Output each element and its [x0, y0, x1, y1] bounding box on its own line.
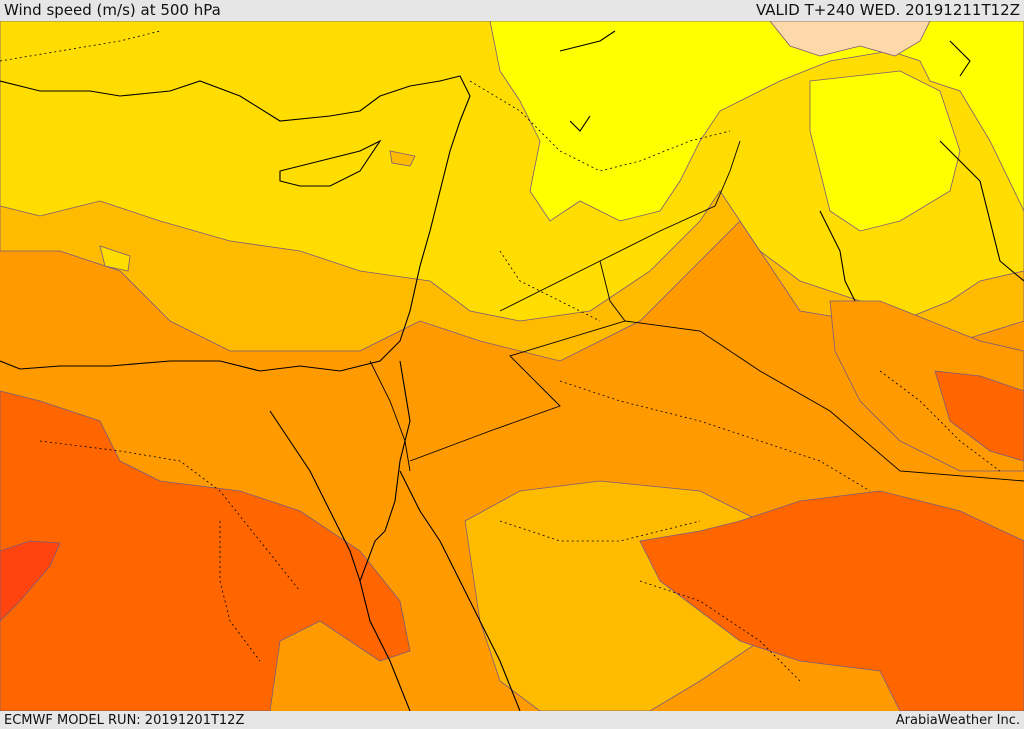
brand-credit: ArabiaWeather Inc. — [895, 713, 1020, 728]
coastlines — [0, 30, 1024, 711]
band-gold-island-1 — [99, 245, 131, 272]
header-bar: Wind speed (m/s) at 500 hPa VALID T+240 … — [0, 0, 1024, 21]
footer-bar: ECMWF MODEL RUN: 20191201T12Z ArabiaWeat… — [0, 711, 1024, 729]
band-red-orange-patch — [0, 540, 61, 622]
band-gold-north — [0, 21, 1024, 322]
solid-boundaries — [369, 140, 1024, 482]
band-gold-island-2 — [389, 150, 416, 167]
borders — [0, 30, 1001, 682]
map-canvas — [0, 21, 1024, 711]
wind-speed-map — [0, 21, 1024, 711]
band-yellow-east — [809, 70, 961, 232]
band-dark-orange-se — [639, 490, 1024, 711]
model-run: ECMWF MODEL RUN: 20191201T12Z — [4, 713, 245, 728]
valid-time: VALID T+240 WED. 20191211T12Z — [755, 1, 1020, 19]
band-dark-orange-sw — [0, 390, 411, 711]
band-pale-patch — [769, 21, 931, 57]
map-title: Wind speed (m/s) at 500 hPa — [4, 1, 221, 19]
band-orange-east-small — [934, 370, 1024, 462]
band-yellow-ne — [489, 21, 1024, 222]
